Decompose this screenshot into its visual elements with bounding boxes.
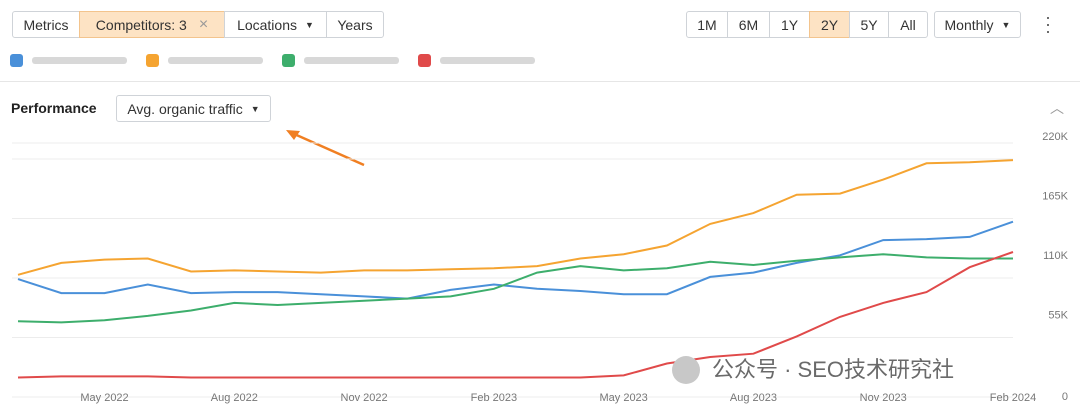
label: Locations: [237, 16, 297, 33]
legend-swatch: [282, 54, 295, 67]
caret: ▼: [250, 103, 260, 114]
caret: ▼: [305, 19, 314, 30]
label: Monthly: [944, 16, 994, 33]
legend-blurred-name: [440, 57, 535, 64]
range-button[interactable]: All: [888, 11, 928, 38]
x-tick-label: Aug 2022: [211, 392, 258, 404]
interval-dropdown[interactable]: Monthly ▼: [934, 11, 1021, 38]
series-line: [17, 253, 1013, 324]
range-button[interactable]: 1M: [686, 11, 728, 38]
more-menu[interactable]: · · ·: [1045, 7, 1051, 41]
label: Competitors: 3: [95, 16, 187, 33]
x-tick-label: Nov 2022: [341, 392, 388, 404]
plot: 0 55K 110K 165K 220K May 2022 Aug 2022 Nov 2022…: [12, 131, 1069, 404]
metric-dropdown[interactable]: Avg. organic traffic ▼: [116, 95, 271, 122]
x-tick-label: Feb 2024: [990, 392, 1036, 404]
legend-swatch: [10, 54, 23, 67]
series-line: [17, 159, 1014, 276]
metrics-button[interactable]: Metrics: [12, 11, 80, 38]
locations-button[interactable]: Locations ▼: [224, 11, 327, 38]
y-tick-label: 220K: [1042, 131, 1068, 143]
collapse-icon[interactable]: ︿: [1050, 100, 1064, 116]
y-tick-label: 165K: [1042, 190, 1068, 202]
x-tick-label: Aug 2023: [730, 392, 777, 404]
legend-swatch: [418, 54, 431, 67]
divider: [0, 81, 1080, 82]
range-button[interactable]: 2Y: [809, 11, 850, 38]
legend-blurred-name: [304, 57, 399, 64]
x-tick-label: May 2022: [80, 392, 128, 404]
range-button[interactable]: 6M: [727, 11, 770, 38]
legend: [10, 54, 535, 67]
arrow-head: [286, 130, 300, 140]
x-tick-label: May 2023: [599, 392, 647, 404]
panel-title: Performance: [11, 100, 97, 116]
annotation-arrow: [291, 131, 365, 167]
label: Years: [337, 16, 373, 33]
range-button[interactable]: 1Y: [769, 11, 810, 38]
legend-blurred-name: [168, 57, 263, 64]
label: Metrics: [23, 16, 69, 33]
series-line: [17, 251, 1014, 379]
caret: ▼: [1001, 19, 1011, 30]
y-tick-label: 110K: [1043, 250, 1069, 262]
legend-blurred-name: [32, 57, 127, 64]
competitors-button[interactable]: Competitors: 3 ×: [79, 11, 225, 38]
watermark-icon: [672, 356, 700, 384]
series-line: [17, 220, 1014, 300]
y-tick-label: 0: [1062, 391, 1068, 403]
legend-swatch: [146, 54, 159, 67]
label: Avg. organic traffic: [127, 100, 243, 117]
x-tick-label: Feb 2023: [471, 392, 517, 404]
watermark: 公众号 · SEO技术研究社: [712, 357, 954, 382]
y-tick-label: 55K: [1048, 309, 1068, 321]
x-tick-label: Nov 2023: [860, 392, 907, 404]
years-button[interactable]: Years: [326, 11, 384, 38]
close-icon[interactable]: ×: [198, 15, 209, 33]
